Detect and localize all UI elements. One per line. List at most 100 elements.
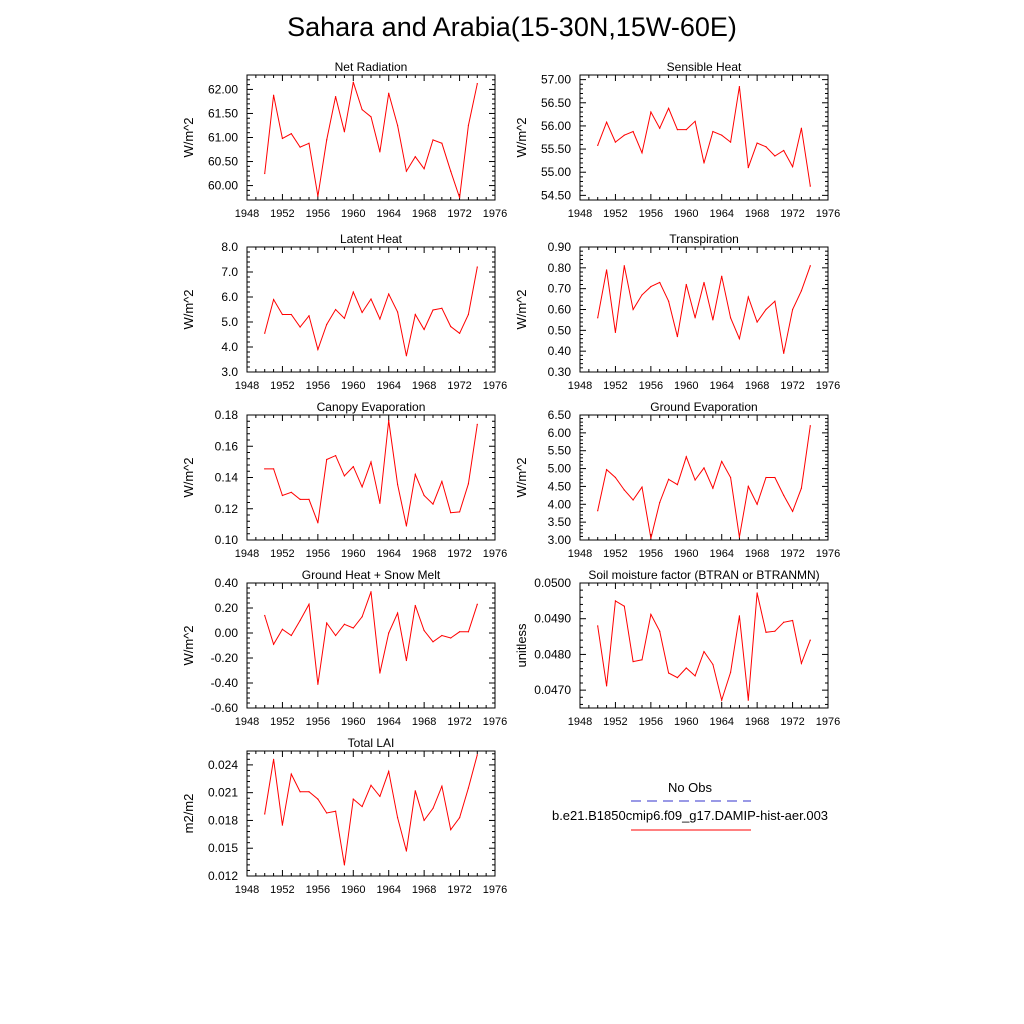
- x-tick-label: 1976: [816, 716, 840, 728]
- chart-panel: Ground Heat + Snow Melt W/m^2 1948 1952 1956…: [181, 568, 507, 728]
- data-point: [783, 352, 785, 354]
- data-point: [379, 502, 381, 504]
- y-tick-label: 0.024: [208, 758, 238, 772]
- data-point: [476, 603, 478, 605]
- x-tick-label: 1952: [603, 548, 627, 560]
- plot-frame: [246, 246, 496, 373]
- data-point: [432, 807, 434, 810]
- data-point: [405, 850, 408, 852]
- data-point: [632, 308, 634, 311]
- data-point: [281, 313, 284, 316]
- data-point: [659, 630, 661, 632]
- data-point: [685, 456, 687, 458]
- y-axis-label: W/m^2: [181, 457, 196, 497]
- chart-panel: Canopy Evaporation W/m^2 1948 1952 1956 1960 1…: [181, 400, 507, 560]
- data-point: [614, 476, 617, 479]
- y-tick-label: 61.50: [208, 106, 238, 120]
- data-point: [290, 133, 292, 135]
- y-tick-label: 61.00: [208, 131, 238, 145]
- y-tick-label: 60.00: [208, 179, 238, 193]
- data-point: [432, 641, 434, 643]
- data-point: [476, 266, 478, 268]
- data-point: [343, 317, 346, 319]
- data-point: [290, 634, 292, 637]
- y-tick-label: 4.50: [548, 479, 572, 493]
- chart-title: Latent Heat: [340, 232, 403, 246]
- chart-title: Canopy Evaporation: [317, 400, 426, 414]
- data-point: [650, 285, 652, 288]
- data-point: [405, 355, 408, 357]
- x-tick-label: 1956: [306, 548, 330, 560]
- data-point: [721, 699, 723, 701]
- data-point: [623, 134, 625, 136]
- data-point: [809, 425, 811, 427]
- data-point: [641, 486, 643, 488]
- data-point: [685, 129, 687, 131]
- y-tick-label: -0.40: [211, 676, 239, 690]
- data-point: [423, 168, 425, 170]
- data-point: [396, 124, 399, 127]
- data-point: [721, 134, 723, 136]
- data-point: [765, 308, 767, 311]
- x-tick-label: 1948: [235, 548, 259, 560]
- y-tick-label: 0.012: [208, 869, 238, 883]
- y-tick-label: 0.021: [208, 786, 238, 800]
- data-point: [405, 170, 408, 172]
- y-tick-label: 0.60: [548, 303, 572, 317]
- x-tick-label: 1952: [270, 884, 294, 896]
- data-point: [476, 83, 478, 85]
- x-tick-label: 1976: [483, 208, 507, 220]
- data-point: [623, 605, 625, 607]
- data-point: [738, 615, 741, 617]
- data-point: [396, 311, 399, 313]
- data-point: [605, 685, 608, 687]
- data-point: [641, 294, 643, 296]
- y-tick-label: 3.0: [221, 365, 238, 379]
- data-point: [783, 149, 785, 152]
- data-point: [676, 484, 679, 486]
- data-point: [597, 144, 599, 146]
- data-point: [791, 619, 794, 622]
- x-tick-label: 1956: [639, 380, 663, 392]
- data-point: [379, 795, 381, 797]
- x-tick-label: 1972: [780, 208, 804, 220]
- y-tick-label: 56.00: [541, 119, 571, 133]
- data-point: [352, 627, 354, 629]
- x-tick-label: 1952: [603, 208, 627, 220]
- data-point: [343, 864, 346, 866]
- x-tick-label: 1964: [709, 380, 733, 392]
- y-tick-label: 5.50: [548, 444, 572, 458]
- data-point: [450, 637, 452, 639]
- data-point: [476, 423, 478, 425]
- x-tick-label: 1948: [568, 380, 592, 392]
- data-point: [308, 315, 310, 317]
- x-tick-label: 1952: [603, 380, 627, 392]
- y-tick-label: 56.50: [541, 96, 571, 110]
- data-point: [272, 94, 275, 96]
- y-tick-label: 55.50: [541, 142, 571, 156]
- x-tick-label: 1964: [376, 884, 400, 896]
- data-point: [299, 146, 301, 148]
- data-point: [317, 798, 319, 800]
- x-tick-label: 1956: [639, 716, 663, 728]
- data-point: [281, 137, 284, 140]
- y-tick-label: 0.0470: [534, 683, 571, 697]
- y-tick-label: 0.0480: [534, 647, 571, 661]
- chart-title: Soil moisture factor (BTRAN or BTRANMN): [588, 568, 819, 582]
- data-point: [650, 111, 652, 113]
- y-axis-label: W/m^2: [181, 117, 196, 157]
- legend-obs-line: [631, 800, 751, 802]
- data-point: [729, 317, 732, 319]
- y-tick-label: 0.50: [548, 323, 572, 337]
- x-tick-label: 1972: [447, 380, 471, 392]
- y-tick-label: 0.00: [215, 626, 239, 640]
- data-point: [809, 265, 811, 267]
- y-tick-label: 3.00: [548, 533, 572, 547]
- data-point: [352, 81, 354, 83]
- x-tick-label: 1968: [412, 884, 436, 896]
- data-point: [623, 265, 625, 267]
- plot-frame: [246, 582, 496, 709]
- data-point: [388, 419, 390, 422]
- data-point: [791, 308, 794, 311]
- chart-title: Ground Heat + Snow Melt: [302, 568, 441, 582]
